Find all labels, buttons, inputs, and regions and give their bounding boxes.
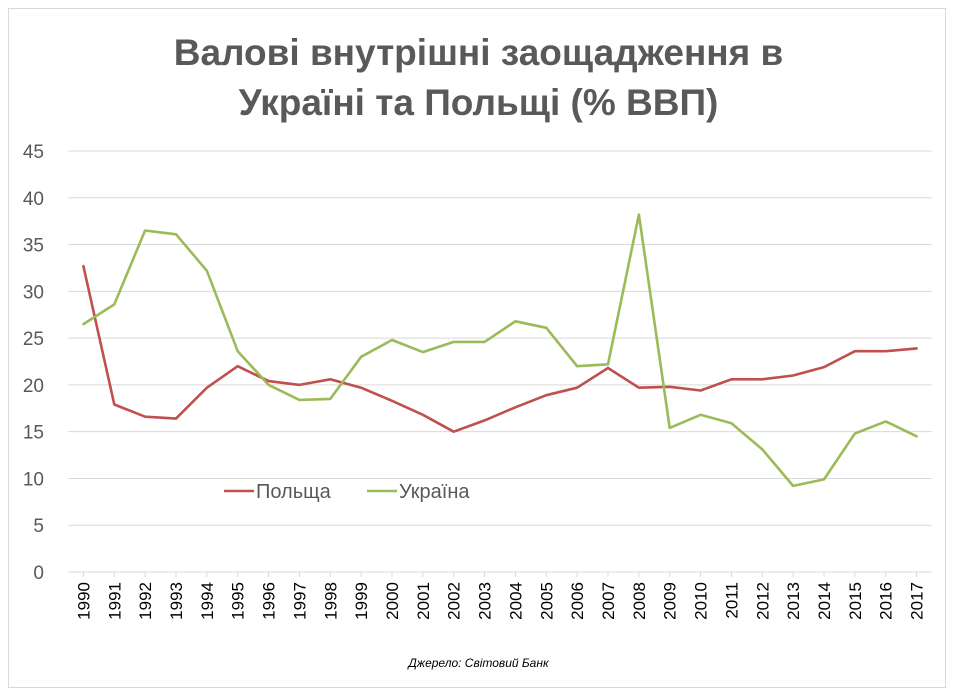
x-tick-label: 2014 (815, 582, 834, 620)
x-tick-label: 2004 (506, 582, 525, 620)
y-tick-label: 0 (33, 563, 44, 584)
y-tick-label: 5 (33, 516, 44, 537)
y-tick-label: 15 (23, 423, 44, 444)
gridlines (68, 150, 932, 573)
x-tick-label: 1995 (229, 582, 248, 620)
y-tick-label: 40 (23, 189, 44, 210)
x-tick-label: 1990 (74, 582, 93, 620)
y-tick-label: 10 (23, 469, 44, 490)
chart-title: Валові внутрішні заощадження в Україні т… (0, 28, 957, 128)
title-line-2: Україні та Польщі (% ВВП) (238, 82, 719, 123)
source-note: Джерело: Світовий Банк (408, 656, 549, 670)
x-tick-label: 2002 (445, 582, 464, 620)
x-tick-label: 2001 (414, 582, 433, 620)
y-tick-label: 35 (23, 236, 44, 257)
series-lines (82, 213, 918, 488)
x-tick-label: 2008 (630, 582, 649, 620)
x-tick-label: 2006 (568, 582, 587, 620)
x-tick-label: 2009 (661, 582, 680, 620)
y-tick-label: 25 (23, 329, 44, 350)
x-tick-label: 2011 (722, 582, 741, 619)
x-axis-ticks: 1990 1991 1992 1993 1994 1995 1996 1997 1998 1999… (74, 572, 927, 620)
y-axis-ticks: 0 5 10 15 20 25 30 35 40 45 (23, 142, 44, 584)
y-tick-label: 45 (23, 142, 44, 163)
legend: Польща Україна (224, 481, 470, 503)
x-tick-label: 1994 (198, 582, 217, 620)
x-tick-label: 1998 (321, 582, 340, 620)
x-tick-label: 2005 (537, 582, 556, 620)
x-tick-label: 2000 (383, 582, 402, 620)
legend-label-0: Польща (256, 481, 332, 503)
x-tick-label: 2017 (908, 582, 927, 620)
title-line-1: Валові внутрішні заощадження в (173, 32, 784, 73)
x-tick-label: 1993 (167, 582, 186, 620)
y-tick-label: 30 (23, 282, 44, 303)
x-tick-label: 2015 (846, 582, 865, 620)
x-tick-label: 1992 (136, 582, 155, 620)
x-tick-label: 1999 (352, 582, 371, 620)
series-line-1 (82, 213, 918, 488)
series-line-0 (82, 264, 918, 434)
x-tick-label: 2012 (753, 582, 772, 620)
x-tick-label: 1997 (290, 582, 309, 620)
x-tick-label: 2013 (784, 582, 803, 620)
x-tick-label: 2003 (476, 582, 495, 620)
x-tick-label: 1991 (105, 582, 124, 620)
legend-label-1: Україна (399, 481, 470, 503)
x-tick-label: 2010 (692, 582, 711, 620)
x-tick-label: 1996 (260, 582, 279, 620)
x-tick-label: 2007 (599, 582, 618, 620)
chart-frame (8, 8, 946, 688)
x-tick-label: 2016 (877, 582, 896, 620)
y-tick-label: 20 (23, 376, 44, 397)
